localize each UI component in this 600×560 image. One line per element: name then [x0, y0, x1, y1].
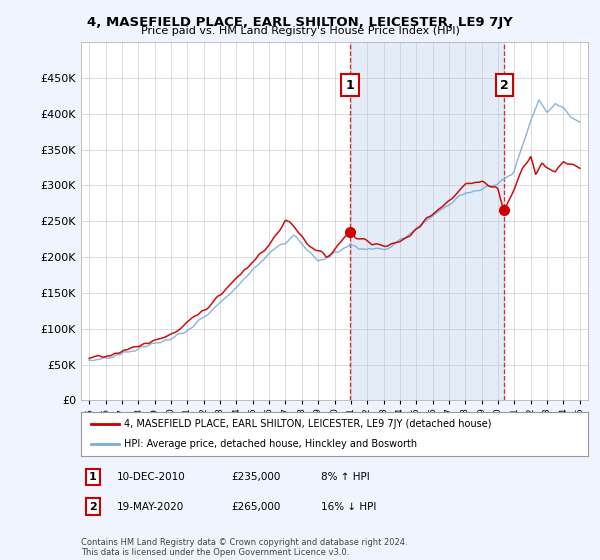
Text: HPI: Average price, detached house, Hinckley and Bosworth: HPI: Average price, detached house, Hinc… [124, 439, 417, 449]
Text: 1: 1 [346, 78, 354, 91]
Text: 4, MASEFIELD PLACE, EARL SHILTON, LEICESTER, LE9 7JY (detached house): 4, MASEFIELD PLACE, EARL SHILTON, LEICES… [124, 419, 491, 429]
Text: 4, MASEFIELD PLACE, EARL SHILTON, LEICESTER, LE9 7JY: 4, MASEFIELD PLACE, EARL SHILTON, LEICES… [87, 16, 513, 29]
Text: £235,000: £235,000 [231, 472, 280, 482]
Text: 16% ↓ HPI: 16% ↓ HPI [321, 502, 376, 512]
Text: 1: 1 [89, 472, 97, 482]
Text: 19-MAY-2020: 19-MAY-2020 [117, 502, 184, 512]
Text: 10-DEC-2010: 10-DEC-2010 [117, 472, 186, 482]
Text: £265,000: £265,000 [231, 502, 280, 512]
Text: 2: 2 [89, 502, 97, 512]
Text: Contains HM Land Registry data © Crown copyright and database right 2024.
This d: Contains HM Land Registry data © Crown c… [81, 538, 407, 557]
Bar [350, 42, 504, 400]
Text: 2: 2 [500, 78, 509, 91]
Text: 8% ↑ HPI: 8% ↑ HPI [321, 472, 370, 482]
Text: Price paid vs. HM Land Registry's House Price Index (HPI): Price paid vs. HM Land Registry's House … [140, 26, 460, 36]
